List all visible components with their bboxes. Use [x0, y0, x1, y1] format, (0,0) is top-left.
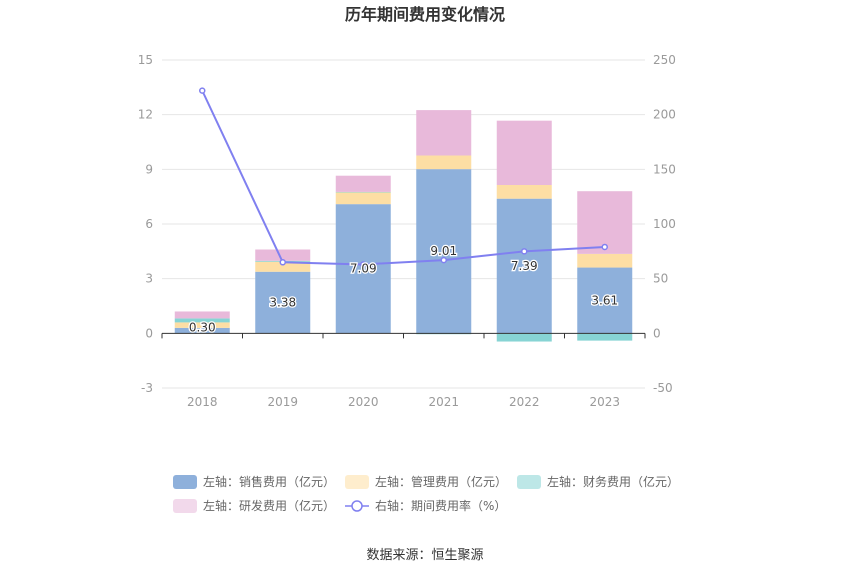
bar-segment — [496, 185, 552, 199]
rate-point — [440, 256, 447, 264]
bar-segment — [416, 155, 472, 170]
data-labels: 0.30 3.38 7.09 9.01 7.39 3.61 — [188, 243, 620, 336]
legend[interactable]: 左轴：销售费用（亿元） 左轴：管理费用（亿元） 左轴：财务费用（亿元） 左轴：研发费用… — [173, 474, 679, 513]
left-axis: 15 12 9 6 3 0 -3 — [138, 53, 153, 395]
right-tick-label: 200 — [653, 108, 676, 122]
right-tick-label: 100 — [653, 217, 676, 231]
bars — [174, 110, 633, 342]
legend-item[interactable]: 左轴：销售费用（亿元） — [173, 474, 335, 489]
bar-segment — [255, 249, 311, 261]
rate-point — [279, 259, 286, 266]
right-tick-label: 250 — [653, 53, 676, 67]
bar-segment — [577, 267, 633, 334]
legend-marker — [351, 500, 363, 512]
chart-title: 历年期间费用变化情况 — [345, 5, 505, 24]
x-axis: 2018 2019 2020 2021 2022 2023 — [161, 332, 646, 409]
bar-segment — [255, 261, 311, 272]
bar-segment — [174, 311, 230, 319]
bar-segment — [255, 271, 311, 334]
right-axis: 250 200 150 100 50 0 -50 — [653, 53, 676, 395]
rate-point — [199, 87, 206, 94]
bar-segment — [496, 333, 552, 342]
legend-label: 右轴：期间费用率（%） — [375, 498, 506, 513]
left-tick-label: 9 — [145, 162, 153, 176]
x-tick-label: 2022 — [509, 395, 540, 409]
bar-data-label: 0.30 — [189, 320, 216, 334]
bar-segment — [496, 198, 552, 334]
bar-segment — [174, 322, 230, 328]
legend-label: 左轴：财务费用（亿元） — [547, 474, 679, 489]
rate-point — [601, 243, 608, 251]
legend-swatch — [345, 475, 369, 489]
bar-segment — [416, 169, 472, 334]
x-tick-label: 2018 — [187, 395, 218, 409]
legend-label: 左轴：研发费用（亿元） — [203, 498, 335, 513]
legend-label: 左轴：销售费用（亿元） — [203, 474, 335, 489]
right-tick-label: 50 — [653, 272, 668, 286]
bar-segment — [335, 191, 391, 193]
rate-line — [199, 87, 608, 268]
bar-data-label: 3.61 — [591, 293, 618, 307]
bar-data-label: 7.09 — [350, 262, 377, 276]
legend-item[interactable]: 右轴：期间费用率（%） — [345, 498, 506, 513]
grid — [162, 59, 645, 389]
left-tick-label: 0 — [145, 326, 153, 340]
bar-segment — [174, 327, 230, 334]
left-tick-label: 3 — [145, 272, 153, 286]
left-tick-label: 6 — [145, 217, 153, 231]
x-tick-label: 2020 — [348, 395, 379, 409]
bar-data-label: 9.01 — [430, 244, 457, 258]
legend-item[interactable]: 左轴：管理费用（亿元） — [345, 474, 507, 489]
legend-swatch — [517, 475, 541, 489]
rate-point — [360, 261, 367, 268]
bar-segment — [577, 333, 633, 341]
legend-item[interactable]: 左轴：研发费用（亿元） — [173, 498, 335, 513]
left-tick-label: 12 — [138, 108, 153, 122]
source-note: 数据来源：恒生聚源 — [366, 548, 483, 563]
left-tick-label: -3 — [141, 381, 153, 395]
bar-segment — [577, 253, 633, 268]
x-tick-label: 2023 — [589, 395, 620, 409]
bar-segment — [335, 204, 391, 334]
bar-segment — [577, 191, 633, 254]
x-tick-label: 2021 — [428, 395, 459, 409]
right-tick-label: 0 — [653, 326, 661, 340]
legend-item[interactable]: 左轴：财务费用（亿元） — [517, 474, 679, 489]
bar-segment — [174, 318, 230, 323]
bar-segment — [416, 110, 472, 156]
left-tick-label: 15 — [138, 53, 153, 67]
rate-point — [521, 248, 528, 255]
bar-data-label: 7.39 — [511, 259, 538, 273]
rate-line-path — [201, 90, 605, 266]
right-tick-label: 150 — [653, 162, 676, 176]
legend-swatch — [173, 499, 197, 513]
right-tick-label: -50 — [653, 381, 673, 395]
x-tick-label: 2019 — [267, 395, 298, 409]
bar-segment — [335, 192, 391, 205]
bar-segment — [335, 175, 391, 192]
bar-data-label: 3.38 — [269, 296, 296, 310]
legend-swatch — [173, 475, 197, 489]
legend-label: 左轴：管理费用（亿元） — [375, 474, 507, 489]
bar-segment — [496, 120, 552, 186]
